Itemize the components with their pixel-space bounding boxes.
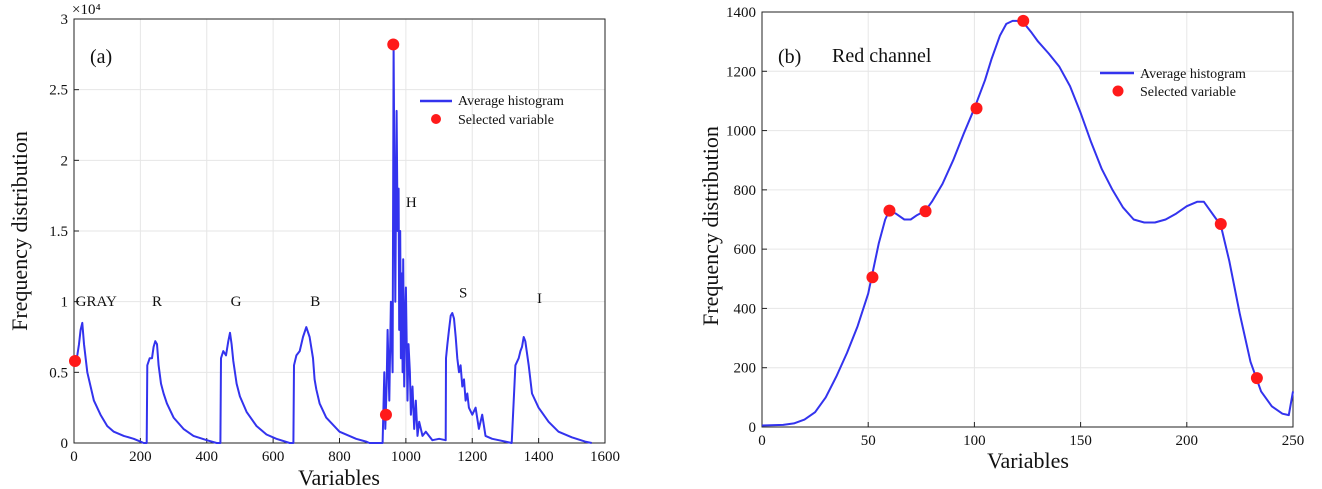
- chart-a: 0 200 400 600 800 1000 1200 1400 1600 0 0.5 1 1.5 2 2.…: [7, 2, 620, 489]
- chart-a-xlabel: Variables: [298, 465, 380, 489]
- chart-a-panel-label: (a): [90, 46, 112, 68]
- chart-b-selected-points: [866, 14, 1263, 385]
- a-channel-label: S: [459, 285, 467, 301]
- b-y-tick-label: 1200: [726, 64, 756, 80]
- a-histogram-line: [73, 46, 592, 444]
- a-selected-variable-point: [379, 408, 392, 421]
- a-channel-label: H: [406, 195, 417, 211]
- b-x-tick-label: 250: [1282, 433, 1305, 449]
- b-y-tick-label: 800: [734, 183, 757, 199]
- a-x-tick-label: 1400: [524, 449, 554, 465]
- chart-b-plot-frame: [761, 11, 1294, 428]
- a-channel-label: I: [537, 291, 542, 307]
- b-histogram-line: [761, 19, 1294, 427]
- a-x-tick-label: 200: [129, 449, 152, 465]
- b-y-tick-label: 1400: [726, 5, 756, 21]
- b-selected-variable-point: [883, 204, 896, 217]
- b-selected-variable-point: [970, 102, 983, 115]
- a-channel-label: G: [231, 294, 242, 310]
- b-selected-variable-point: [866, 271, 879, 284]
- chart-a-legend: Average histogram Selected variable: [420, 94, 564, 128]
- a-x-tick-label: 800: [328, 449, 351, 465]
- chart-b-ylabel: Frequency distribution: [698, 126, 723, 326]
- a-x-tick-label: 1200: [457, 449, 487, 465]
- a-x-tick-label: 1600: [590, 449, 620, 465]
- chart-b-legend-dot-swatch: [1112, 85, 1124, 97]
- b-y-tick-label: 0: [749, 420, 757, 436]
- a-y-tick-label: 1: [61, 295, 69, 311]
- a-x-tick-label: 600: [262, 449, 285, 465]
- chart-a-annotations: GRAY R G B H S I: [76, 195, 542, 310]
- a-x-tick-label: 0: [70, 449, 78, 465]
- b-y-tick-label: 400: [734, 301, 757, 317]
- b-x-tick-label: 100: [963, 433, 986, 449]
- b-y-tick-label: 600: [734, 242, 757, 258]
- chart-b-legend: Average histogram Selected variable: [1100, 67, 1246, 100]
- chart-a-legend-dot-swatch: [431, 114, 441, 124]
- b-selected-variable-point: [919, 205, 932, 218]
- a-y-tick-label: 0: [61, 436, 69, 452]
- chart-a-selected-points: [68, 38, 400, 421]
- b-selected-variable-point: [1017, 14, 1030, 27]
- a-y-tick-label: 0.5: [49, 365, 68, 381]
- chart-a-series: [73, 46, 592, 444]
- a-y-tick-label: 3: [61, 12, 69, 28]
- a-selected-variable-point: [68, 355, 81, 368]
- a-channel-label: R: [152, 294, 162, 310]
- b-x-tick-label: 0: [758, 433, 766, 449]
- b-selected-variable-point: [1214, 217, 1227, 230]
- b-x-tick-label: 50: [861, 433, 876, 449]
- chart-a-y-multiplier: ×10⁴: [72, 2, 101, 18]
- a-y-tick-label: 2.5: [49, 83, 68, 99]
- chart-b-title: Red channel: [832, 45, 932, 67]
- chart-b-grid: [762, 12, 1293, 427]
- a-x-tick-label: 400: [196, 449, 219, 465]
- chart-b-series: [761, 19, 1294, 427]
- chart-a-legend-entry-1: Selected variable: [458, 113, 554, 128]
- b-selected-variable-point: [1250, 372, 1263, 385]
- a-channel-label: B: [310, 294, 320, 310]
- chart-a-ylabel: Frequency distribution: [7, 131, 32, 331]
- b-x-tick-label: 200: [1176, 433, 1199, 449]
- chart-b-xlabel: Variables: [987, 448, 1069, 473]
- chart-a-grid: [74, 19, 605, 443]
- chart-a-ticks: 0 200 400 600 800 1000 1200 1400 1600 0 0.5 1 1.5 2 2.…: [49, 12, 620, 465]
- a-selected-variable-point: [387, 38, 400, 51]
- a-y-tick-label: 2: [61, 153, 69, 169]
- a-x-tick-label: 1000: [391, 449, 421, 465]
- b-x-tick-label: 150: [1069, 433, 1092, 449]
- chart-b-legend-entry-0: Average histogram: [1140, 67, 1246, 82]
- chart-a-legend-entry-0: Average histogram: [458, 94, 564, 109]
- chart-b-panel-label: (b): [778, 46, 801, 68]
- a-y-tick-label: 1.5: [49, 224, 68, 240]
- chart-b-ticks: 0 50 100 150 200 250 0 200 400 600 800 1000 1200 1400: [726, 5, 1304, 449]
- b-y-tick-label: 200: [734, 361, 757, 377]
- a-channel-label: GRAY: [76, 294, 117, 310]
- chart-b-legend-entry-1: Selected variable: [1140, 85, 1236, 100]
- b-y-tick-label: 1000: [726, 124, 756, 140]
